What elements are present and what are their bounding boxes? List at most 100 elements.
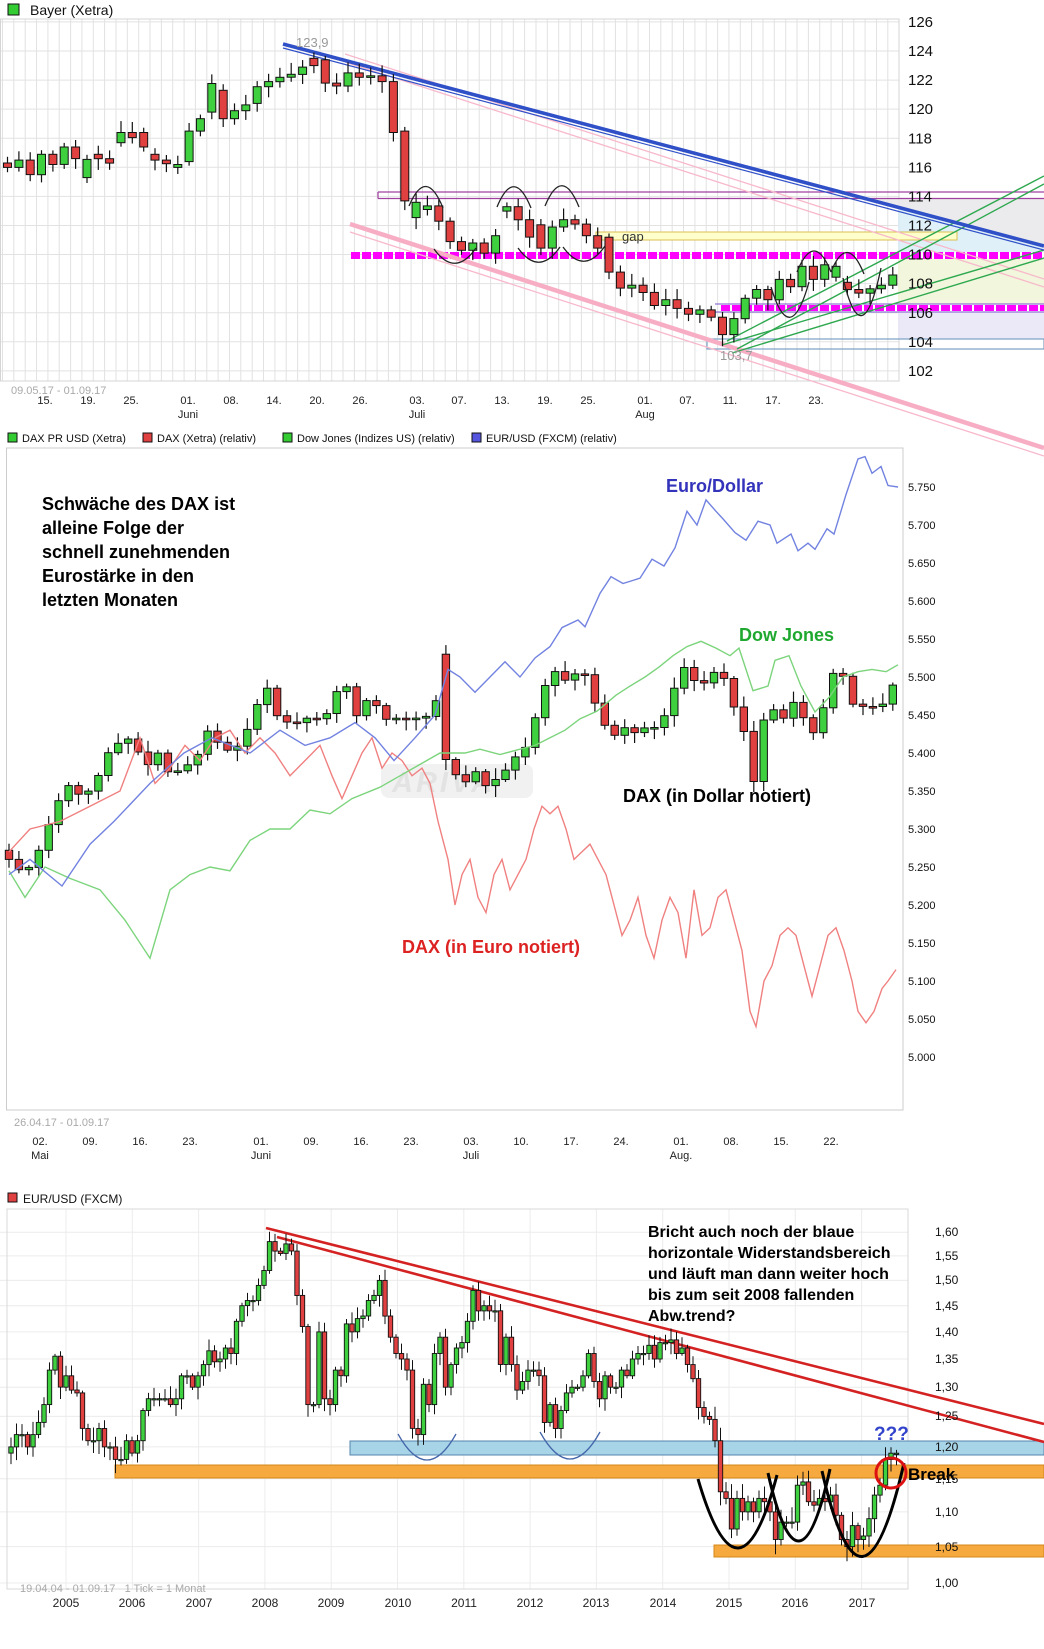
svg-text:und läuft man dann weiter hoch: und läuft man dann weiter hoch — [648, 1266, 889, 1283]
svg-text:16.: 16. — [132, 1136, 147, 1148]
svg-text:14.: 14. — [266, 395, 281, 407]
svg-text:5.000: 5.000 — [908, 1052, 936, 1064]
svg-text:2011: 2011 — [451, 1596, 477, 1610]
svg-text:5.650: 5.650 — [908, 558, 936, 570]
svg-text:Juni: Juni — [178, 409, 198, 421]
svg-text:5.150: 5.150 — [908, 938, 936, 950]
svg-text:15.: 15. — [773, 1136, 788, 1148]
svg-text:5.250: 5.250 — [908, 862, 936, 874]
svg-text:2007: 2007 — [186, 1596, 213, 1610]
svg-text:1,45: 1,45 — [935, 1299, 959, 1313]
svg-text:124: 124 — [908, 43, 933, 60]
svg-text:5.500: 5.500 — [908, 672, 936, 684]
svg-text:1,55: 1,55 — [935, 1249, 959, 1263]
svg-text:25.: 25. — [580, 395, 595, 407]
svg-text:1,60: 1,60 — [935, 1225, 959, 1239]
svg-text:1,30: 1,30 — [935, 1380, 959, 1394]
svg-text:23.: 23. — [808, 395, 823, 407]
svg-text:102: 102 — [908, 363, 933, 380]
svg-text:schnell zunehmenden: schnell zunehmenden — [42, 542, 230, 562]
svg-text:10.: 10. — [513, 1136, 528, 1148]
svg-text:1,40: 1,40 — [935, 1325, 959, 1339]
svg-text:03.: 03. — [463, 1136, 478, 1148]
svg-text:Euro/Dollar: Euro/Dollar — [666, 476, 763, 496]
svg-text:2009: 2009 — [318, 1596, 345, 1610]
svg-text:09.: 09. — [82, 1136, 97, 1148]
svg-text:103,7: 103,7 — [720, 348, 753, 363]
svg-text:08.: 08. — [223, 395, 238, 407]
svg-text:17.: 17. — [563, 1136, 578, 1148]
svg-text:03.: 03. — [409, 395, 424, 407]
svg-text:5.550: 5.550 — [908, 634, 936, 646]
svg-text:23.: 23. — [403, 1136, 418, 1148]
svg-text:gap: gap — [622, 229, 644, 244]
svg-text:Juli: Juli — [463, 1150, 480, 1162]
svg-text:DAX PR USD (Xetra): DAX PR USD (Xetra) — [22, 433, 126, 445]
svg-text:22.: 22. — [823, 1136, 838, 1148]
svg-text:5.350: 5.350 — [908, 786, 936, 798]
svg-text:01.: 01. — [637, 395, 652, 407]
svg-text:118: 118 — [908, 130, 932, 147]
svg-text:2005: 2005 — [53, 1596, 80, 1610]
svg-text:Eurostärke in den: Eurostärke in den — [42, 566, 194, 586]
svg-text:01.: 01. — [673, 1136, 688, 1148]
svg-text:5.700: 5.700 — [908, 520, 936, 532]
svg-text:1,00: 1,00 — [935, 1576, 959, 1590]
svg-text:EUR/USD (FXCM) (relativ): EUR/USD (FXCM) (relativ) — [486, 433, 617, 445]
svg-text:bis zum seit 2008 fallenden: bis zum seit 2008 fallenden — [648, 1287, 854, 1304]
svg-text:13.: 13. — [494, 395, 509, 407]
svg-text:17.: 17. — [765, 395, 780, 407]
svg-text:1,05: 1,05 — [935, 1540, 959, 1554]
svg-text:1,50: 1,50 — [935, 1273, 959, 1287]
svg-text:26.04.17 - 01.09.17: 26.04.17 - 01.09.17 — [14, 1117, 109, 1129]
svg-text:1,25: 1,25 — [935, 1409, 959, 1423]
svg-text:1,20: 1,20 — [935, 1440, 959, 1454]
svg-text:DAX (Xetra) (relativ): DAX (Xetra) (relativ) — [157, 433, 256, 445]
svg-text:DAX (in Euro notiert): DAX (in Euro notiert) — [402, 937, 580, 957]
svg-text:19.: 19. — [80, 395, 95, 407]
svg-text:5.400: 5.400 — [908, 748, 936, 760]
svg-text:Dow Jones: Dow Jones — [739, 625, 834, 645]
svg-text:letzten Monaten: letzten Monaten — [42, 590, 178, 610]
svg-text:23.: 23. — [182, 1136, 197, 1148]
svg-text:2010: 2010 — [385, 1596, 412, 1610]
svg-text:DAX (in Dollar notiert): DAX (in Dollar notiert) — [623, 786, 811, 806]
svg-text:Schwäche des DAX ist: Schwäche des DAX ist — [42, 494, 235, 514]
svg-text:09.05.17 - 01.09.17: 09.05.17 - 01.09.17 — [11, 385, 106, 397]
svg-text:07.: 07. — [679, 395, 694, 407]
svg-text:07.: 07. — [451, 395, 466, 407]
svg-text:120: 120 — [908, 101, 933, 118]
svg-text:Mai: Mai — [31, 1150, 49, 1162]
svg-text:02.: 02. — [32, 1136, 47, 1148]
svg-text:EUR/USD (FXCM): EUR/USD (FXCM) — [23, 1192, 122, 1206]
svg-text:24.: 24. — [613, 1136, 628, 1148]
svg-text:26.: 26. — [352, 395, 367, 407]
svg-text:horizontale Widerstandsbereich: horizontale Widerstandsbereich — [648, 1245, 891, 1262]
svg-text:01.: 01. — [253, 1136, 268, 1148]
svg-text:08.: 08. — [723, 1136, 738, 1148]
svg-text:5.750: 5.750 — [908, 482, 936, 494]
svg-text:Break: Break — [908, 1465, 956, 1484]
svg-text:Aug: Aug — [635, 409, 655, 421]
svg-text:5.300: 5.300 — [908, 824, 936, 836]
svg-text:1,10: 1,10 — [935, 1505, 959, 1519]
svg-text:104: 104 — [908, 334, 933, 351]
svg-text:114: 114 — [908, 189, 932, 206]
svg-text:???: ??? — [874, 1424, 909, 1445]
svg-text:Dow Jones (Indizes US) (relati: Dow Jones (Indizes US) (relativ) — [297, 433, 455, 445]
svg-text:2016: 2016 — [782, 1596, 809, 1610]
svg-text:1,15: 1,15 — [935, 1472, 959, 1486]
svg-text:2015: 2015 — [716, 1596, 743, 1610]
svg-text:112: 112 — [908, 218, 932, 235]
svg-text:Abw.trend?: Abw.trend? — [648, 1308, 735, 1325]
svg-text:2013: 2013 — [583, 1596, 610, 1610]
svg-text:09.: 09. — [303, 1136, 318, 1148]
svg-text:5.600: 5.600 — [908, 596, 936, 608]
svg-text:20.: 20. — [309, 395, 324, 407]
svg-text:Bricht auch noch der blaue: Bricht auch noch der blaue — [648, 1224, 854, 1241]
svg-text:1,35: 1,35 — [935, 1352, 959, 1366]
svg-text:116: 116 — [908, 159, 932, 176]
svg-text:5.050: 5.050 — [908, 1014, 936, 1026]
svg-text:2008: 2008 — [252, 1596, 279, 1610]
svg-text:Juni: Juni — [251, 1150, 271, 1162]
